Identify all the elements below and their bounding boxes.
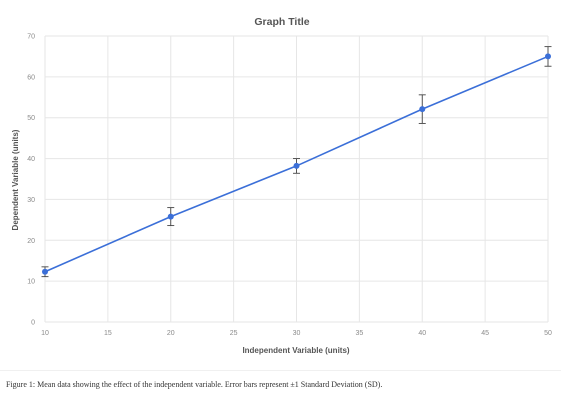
- data-point: [42, 268, 48, 275]
- x-axis-ticks: 10 15 20 25 30 35 40 45 50: [41, 330, 552, 337]
- y-axis-ticks: 0 10 20 30 40 50 60 70: [27, 34, 35, 327]
- x-tick-label: 35: [355, 330, 363, 337]
- data-point: [167, 213, 174, 220]
- x-axis-title: Independent Variable (units): [242, 346, 349, 355]
- y-tick-label: 40: [27, 156, 35, 163]
- y-tick-label: 50: [27, 115, 35, 122]
- y-tick-label: 10: [27, 279, 35, 286]
- data-point: [419, 106, 426, 113]
- y-tick-label: 30: [27, 197, 35, 204]
- x-tick-label: 45: [481, 330, 489, 337]
- x-tick-label: 50: [544, 330, 552, 337]
- x-tick-label: 40: [418, 330, 426, 337]
- figure-caption: Figure 1: Mean data showing the effect o…: [6, 380, 383, 389]
- data-point: [545, 53, 551, 60]
- series-layer: [41, 46, 552, 278]
- y-axis-title: Dependent Variable (units): [11, 129, 20, 230]
- chart-title: Graph Title: [254, 16, 309, 28]
- x-tick-label: 25: [230, 330, 238, 337]
- x-tick-label: 15: [104, 330, 112, 337]
- x-tick-label: 10: [41, 330, 49, 337]
- grid-lines: [44, 35, 549, 323]
- y-tick-label: 0: [31, 320, 35, 327]
- y-tick-label: 60: [27, 74, 35, 81]
- y-tick-label: 70: [27, 34, 35, 41]
- data-point: [293, 162, 300, 169]
- caption-divider: [0, 370, 561, 371]
- x-tick-label: 30: [293, 330, 301, 337]
- chart-frame: Graph Title 0 10 20 30 40 50 60 70 10 15 20 25 30 35…: [2, 2, 558, 368]
- x-tick-label: 20: [167, 330, 175, 337]
- line-chart: Graph Title 0 10 20 30 40 50 60 70 10 15 20 25 30 35…: [11, 16, 552, 355]
- y-tick-label: 20: [27, 238, 35, 245]
